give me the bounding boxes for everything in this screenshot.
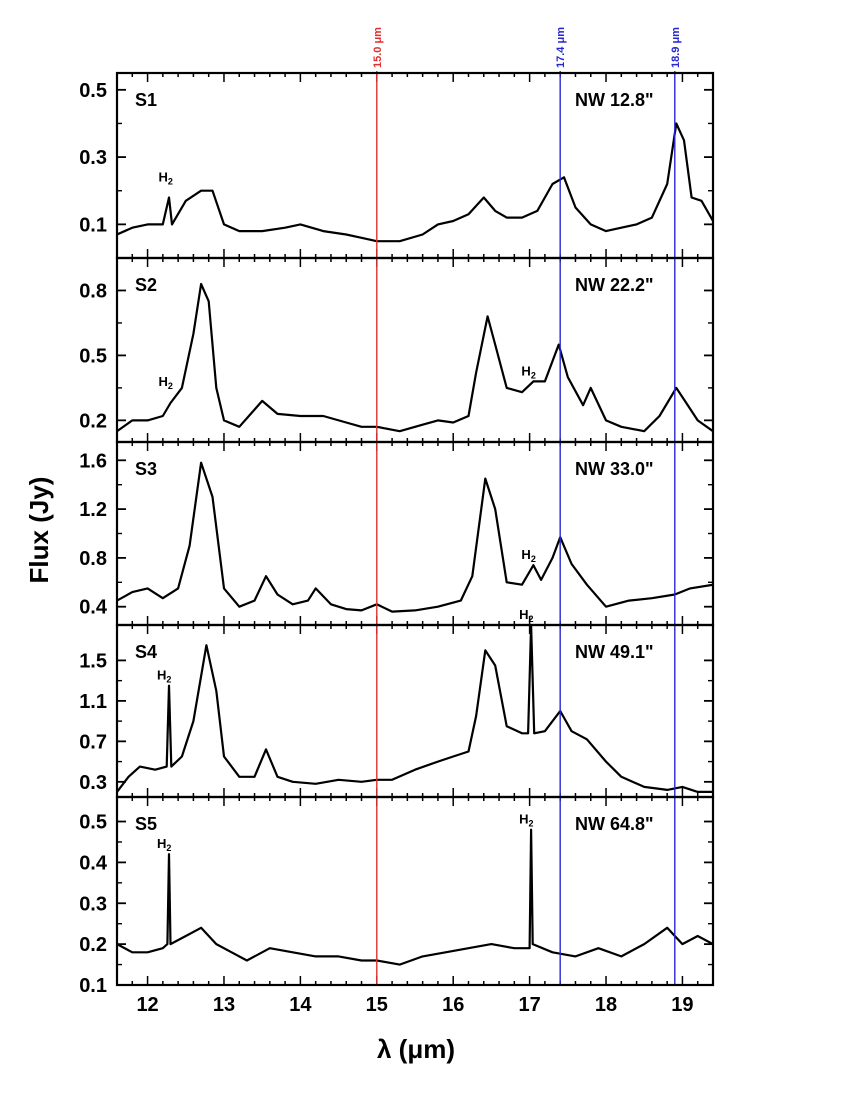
y-tick-label: 0.5 [79,812,107,834]
y-tick-label: 0.5 [79,345,107,367]
h2-subscript: 2 [168,176,173,186]
panel-label: S2 [135,275,157,295]
x-tick-label: 18 [595,994,617,1016]
h2-marker-label: H2 [519,607,533,624]
panel-annotation: NW 49.1" [575,642,654,662]
y-tick-label: 0.1 [79,975,107,997]
y-tick-label: 0.3 [79,147,107,169]
h2-marker-label: H2 [519,812,533,829]
x-axis-title: λ (μm) [377,1034,455,1064]
x-tick-label: 15 [366,994,388,1016]
spectrum-line [117,625,713,793]
panel-label: S5 [135,814,157,834]
panel-s5: 0.1 0.2 0.3 0.4 0.5 S5 NW 64.8" H2 H2 [79,797,714,997]
x-tick-label: 12 [136,994,158,1016]
h2-marker-label: H2 [158,374,172,391]
y-tick-label: 0.2 [79,410,107,432]
h2-marker-label: H2 [157,668,171,685]
x-tick-label: 19 [671,994,693,1016]
x-tick-label: 14 [289,994,312,1016]
y-tick-label: 1.5 [79,650,107,672]
y-tick-label: 1.1 [79,691,107,713]
panel-label: S3 [135,459,157,479]
panel-frame [115,795,715,987]
h2-marker-label: H2 [521,547,535,564]
reference-lines-layer: 15.0 μm 17.4 μm 18.9 μm [372,27,682,985]
panel-s3: 0.4 0.8 1.2 1.6 S3 NW 33.0" H2 [79,442,714,625]
panel-label: S1 [135,90,157,110]
panel-annotation: NW 22.2" [575,275,654,295]
h2-subscript: 2 [166,843,171,853]
spectrum-line [117,828,713,966]
y-tick-label: 0.4 [79,852,108,874]
y-tick-label: 0.8 [79,548,107,570]
panel-annotation: NW 64.8" [575,814,654,834]
h2-subscript: 2 [168,381,173,391]
h2-marker-label: H2 [157,836,171,853]
reference-line-label: 15.0 μm [372,27,384,68]
panel-annotation: NW 33.0" [575,459,654,479]
panel-s4: 0.3 0.7 1.1 1.5 S4 NW 49.1" H2 H2 [79,607,714,797]
h2-subscript: 2 [529,819,534,829]
y-tick-label: 0.8 [79,280,107,302]
spectrum-line [117,282,713,433]
h2-subscript: 2 [529,614,534,624]
panel-s2: 0.2 0.5 0.8 S2 NW 22.2" H2 H2 [79,258,714,442]
y-tick-label: 0.1 [79,214,107,236]
h2-subscript: 2 [531,370,536,380]
spectrum-line [117,122,713,243]
x-tick-label: 13 [213,994,235,1016]
y-tick-label: 0.3 [79,772,107,794]
y-tick-label: 0.7 [79,731,107,753]
panel-annotation: NW 12.8" [575,90,654,110]
y-tick-label: 0.4 [79,597,108,619]
y-tick-label: 0.2 [79,934,107,956]
h2-marker-label: H2 [158,169,172,186]
h2-subscript: 2 [531,554,536,564]
panel-s1: 0.1 0.3 0.5 S1 NW 12.8" H2 [79,73,714,258]
h2-marker-label: H2 [521,363,535,380]
x-tick-label: 16 [442,994,464,1016]
y-tick-label: 0.3 [79,893,107,915]
panels-layer: 0.1 0.3 0.5 S1 NW 12.8" H2 0.2 0.5 0.8 S2 NW 22.2"… [79,73,714,997]
y-tick-label: 0.5 [79,80,107,102]
x-tick-label: 17 [518,994,540,1016]
panel-label: S4 [135,642,157,662]
y-axis-title: Flux (Jy) [24,477,54,584]
y-tick-label: 1.2 [79,499,107,521]
reference-line-label: 18.9 μm [670,27,682,68]
frames-layer [115,71,715,987]
x-axis: 12 13 14 15 16 17 18 19 [136,994,693,1016]
y-tick-label: 1.6 [79,450,107,472]
spectrum-line [117,461,713,613]
h2-subscript: 2 [166,675,171,685]
reference-line-label: 17.4 μm [555,27,567,68]
